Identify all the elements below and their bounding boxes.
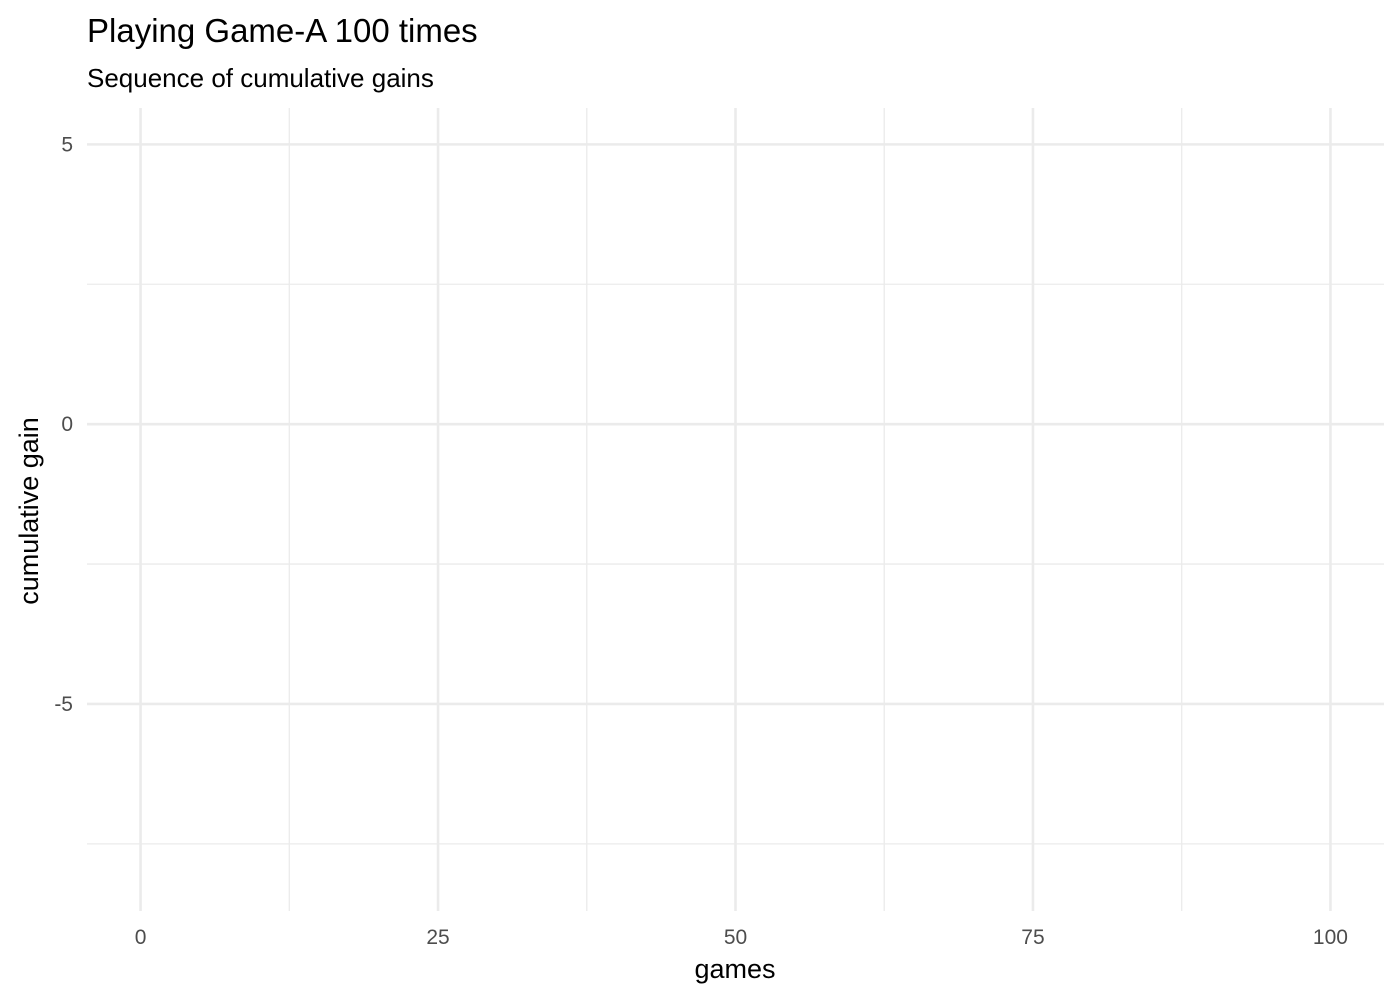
- chart-subtitle: Sequence of cumulative gains: [87, 63, 434, 93]
- x-tick-label: 50: [724, 926, 747, 949]
- x-tick-label: 25: [426, 926, 449, 949]
- x-tick-label: 0: [135, 926, 147, 949]
- chart-title: Playing Game-A 100 times: [87, 12, 478, 49]
- y-tick-label: -5: [54, 693, 73, 716]
- y-tick-label: 5: [61, 133, 73, 156]
- y-axis-tick-labels: -5 0 5: [54, 133, 73, 716]
- x-tick-label: 75: [1021, 926, 1044, 949]
- plot-panel: [87, 108, 1384, 911]
- x-axis-title: games: [694, 954, 775, 984]
- x-tick-label: 100: [1313, 926, 1348, 949]
- grid-major-lines: [87, 108, 1384, 911]
- x-axis-tick-labels: 0 25 50 75 100: [135, 926, 1348, 949]
- y-tick-label: 0: [61, 413, 73, 436]
- y-axis-title: cumulative gain: [14, 417, 44, 605]
